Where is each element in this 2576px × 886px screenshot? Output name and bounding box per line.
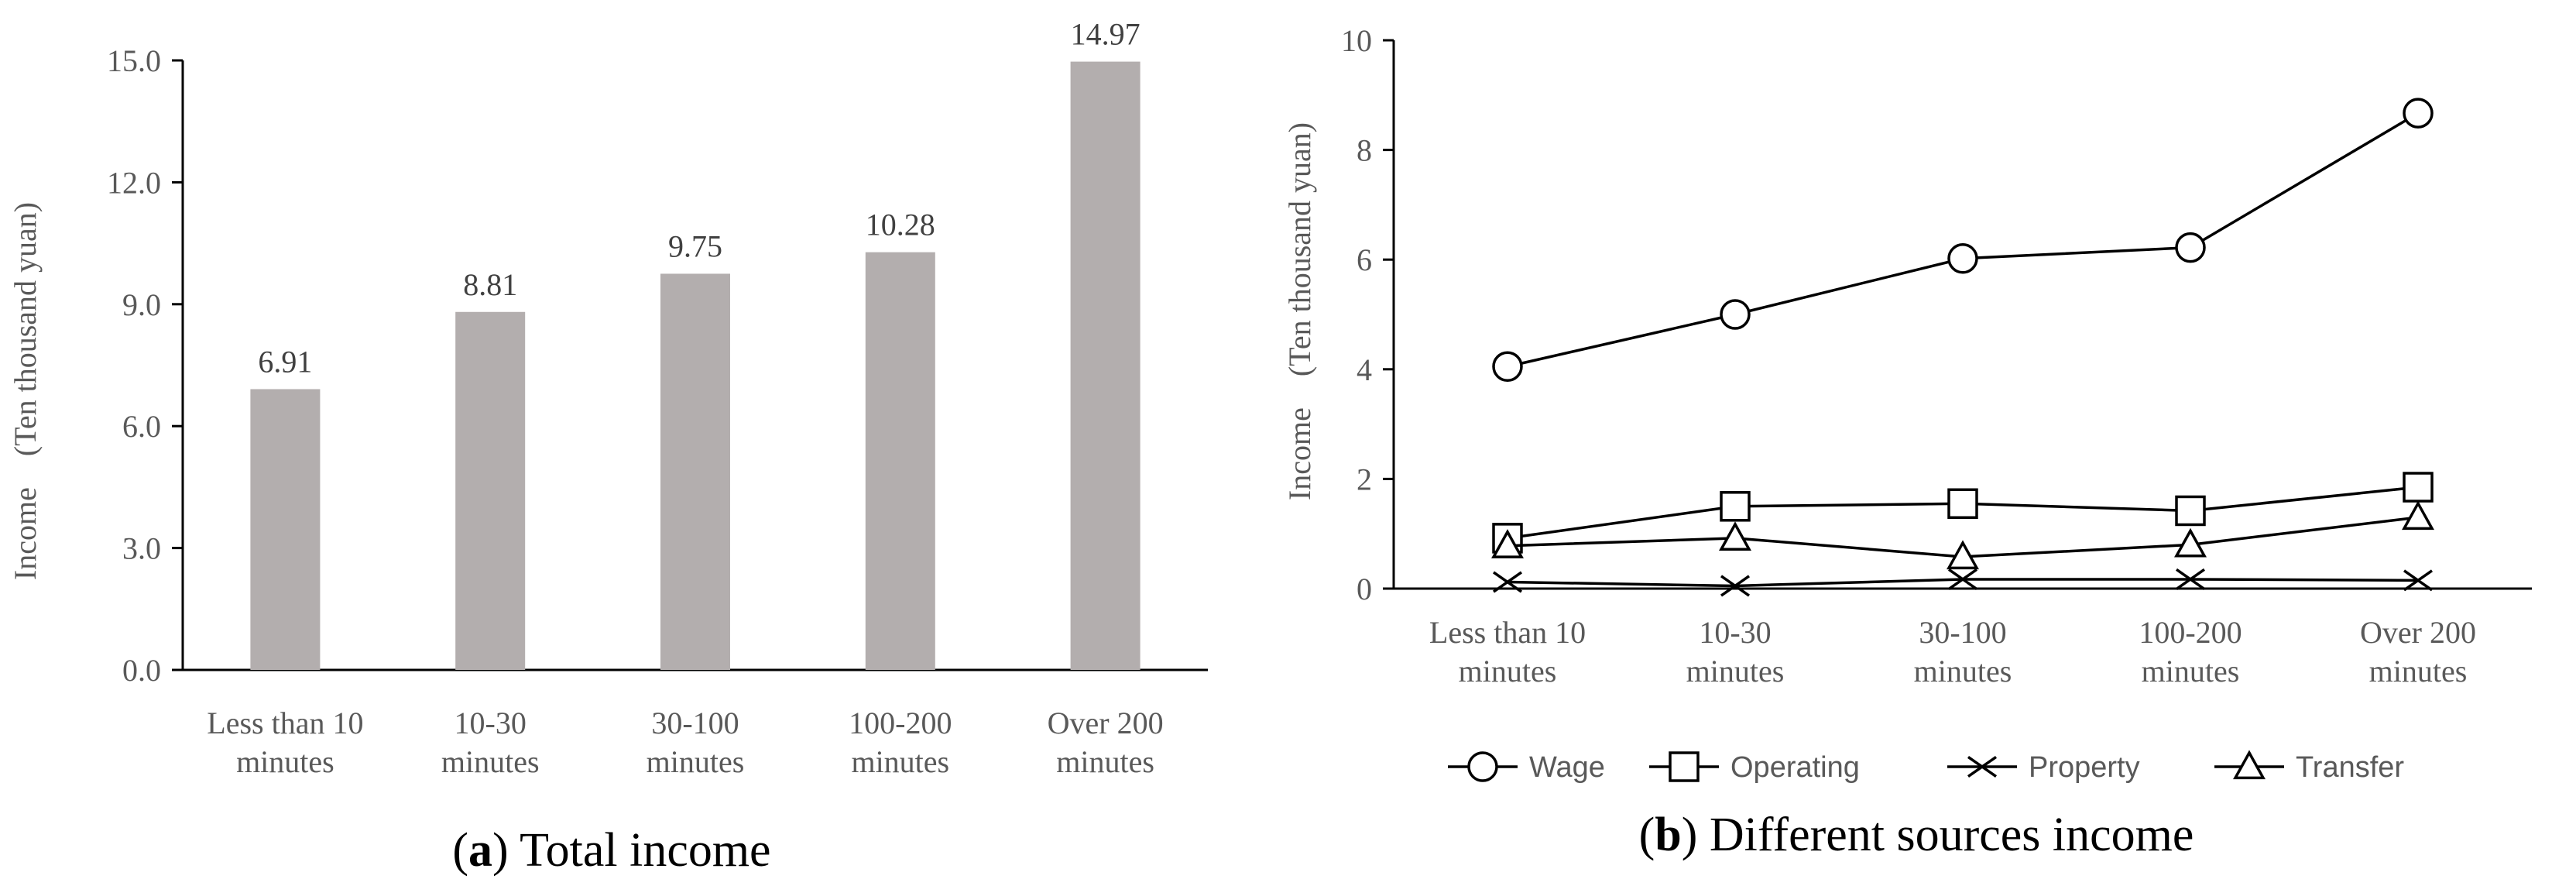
data-point-transfer (1719, 521, 1751, 551)
panel-a-bar (1070, 61, 1141, 671)
panel-a-bar (250, 389, 321, 670)
panel-a-y-tick-label: 15.0 (107, 43, 161, 78)
panel-b-y-tick-labels: 0 2 4 6 8 10 (1341, 23, 1372, 606)
panel-b-x-tick-label: 30-100 minutes (1914, 615, 2012, 689)
panel-a-bars (250, 61, 1141, 671)
legend-item-operating: Operating (1649, 751, 1860, 784)
panel-a-data-labels: 6.91 8.81 9.75 10.28 14.97 (258, 17, 1140, 379)
panel-b-y-tick-label: 0 (1357, 572, 1372, 606)
panel-a-y-tick-label: 3.0 (122, 531, 161, 566)
panel-a-y-tick-label: 9.0 (122, 287, 161, 322)
panel-b-line-chart: Income (Ten thousand yuan) 0 2 4 6 8 10 Less … (1282, 23, 2532, 861)
panel-a-bar (660, 273, 730, 670)
panel-a-caption-title: Total income (520, 824, 771, 877)
legend-item-wage: Wage (1448, 751, 1605, 784)
panel-a-data-label: 10.28 (866, 208, 935, 242)
panel-a-caption: (a) Total income (452, 824, 770, 877)
panel-a-x-tick-label: 30-100 minutes (647, 706, 745, 779)
data-point-wage (1492, 351, 1523, 383)
panel-b-legend: Wage Operating Property Transfer (1448, 750, 2404, 784)
legend-item-transfer: Transfer (2214, 750, 2404, 784)
data-point-wage (1947, 243, 1978, 274)
data-point-wage (1720, 299, 1751, 330)
panel-b-caption: (b) Different sources income (1639, 809, 2194, 861)
legend-label-transfer: Transfer (2296, 751, 2404, 784)
data-point-wage (2403, 98, 2434, 129)
legend-item-property: Property (1947, 751, 2140, 784)
legend-marker-operating (1669, 751, 1700, 782)
panel-a-y-axis-label: Income (Ten thousand yuan) (8, 202, 43, 580)
panel-b-x-tick-labels: Less than 10 minutes 10-30 minutes 30-100 min… (1429, 615, 2476, 689)
legend-marker-transfer (2233, 750, 2266, 780)
data-point-property (2175, 568, 2206, 590)
legend-label-property: Property (2029, 751, 2140, 784)
data-point-transfer (1947, 540, 1979, 570)
panel-a-x-tick-label: Less than 10 minutes (207, 706, 363, 779)
legend-label-operating: Operating (1730, 751, 1860, 784)
panel-a-data-label: 14.97 (1071, 17, 1141, 52)
data-point-operating (2403, 472, 2434, 503)
data-point-transfer (2402, 500, 2434, 531)
data-point-transfer (1491, 529, 1524, 558)
series-property (1492, 568, 2434, 597)
panel-b-y-tick-label: 4 (1357, 352, 1372, 387)
panel-a-x-tick-label: Over 200 minutes (1048, 706, 1164, 779)
panel-a-data-label: 6.91 (258, 344, 312, 379)
panel-a-data-label: 8.81 (463, 267, 517, 302)
panel-b-axes (1383, 39, 2532, 590)
data-point-property (2403, 569, 2434, 592)
panel-a-y-tick-label: 0.0 (122, 653, 161, 688)
panel-a-caption-letter: a (468, 824, 492, 877)
panel-a-bar (865, 252, 935, 670)
panel-b-x-tick-label: 100-200 minutes (2139, 615, 2242, 689)
panel-a-bar-chart: Income (Ten thousand yuan) 0.0 3.0 6.0 9.0 1… (8, 17, 1208, 877)
panel-b-series (1491, 98, 2434, 597)
data-point-wage (2175, 232, 2206, 263)
panel-a-x-tick-label: 100-200 minutes (849, 706, 952, 779)
panel-b-y-tick-label: 6 (1357, 242, 1372, 277)
data-point-transfer (2174, 527, 2207, 558)
data-point-property (1492, 571, 1523, 593)
panel-b-caption-letter: b (1655, 809, 1681, 861)
panel-a-data-label: 9.75 (668, 228, 722, 263)
series-wage (1492, 98, 2434, 383)
data-point-operating (1720, 491, 1751, 522)
data-point-property (1720, 575, 1751, 597)
panel-b-x-tick-label: Over 200 minutes (2360, 615, 2476, 689)
series-line-wage (1507, 112, 2419, 368)
panel-b-y-tick-label: 8 (1357, 133, 1372, 168)
legend-marker-property (1967, 755, 1998, 778)
panel-a-bar (455, 311, 526, 670)
data-point-operating (2175, 495, 2206, 527)
panel-b-y-tick-label: 10 (1341, 23, 1372, 58)
panel-a-x-tick-labels: Less than 10 minutes 10-30 minutes 30-100 min… (207, 706, 1163, 779)
legend-label-wage: Wage (1529, 751, 1605, 784)
panel-a-x-tick-label: 10-30 minutes (441, 706, 540, 779)
panel-b-x-tick-label: Less than 10 minutes (1429, 615, 1586, 689)
panel-a-y-tick-labels: 0.0 3.0 6.0 9.0 12.0 15.0 (107, 43, 161, 688)
panel-b-y-tick-label: 2 (1357, 462, 1372, 496)
panel-a-y-tick-label: 12.0 (107, 165, 161, 200)
panel-b-caption-title: Different sources income (1710, 809, 2194, 861)
panel-b-x-tick-label: 10-30 minutes (1686, 615, 1785, 689)
series-transfer (1491, 500, 2434, 570)
data-point-operating (1947, 488, 1978, 520)
data-point-property (1947, 568, 1978, 590)
panel-a-y-tick-label: 6.0 (122, 409, 161, 444)
legend-marker-wage (1467, 751, 1498, 782)
panel-b-y-axis-label: Income (Ten thousand yuan) (1282, 122, 1317, 500)
